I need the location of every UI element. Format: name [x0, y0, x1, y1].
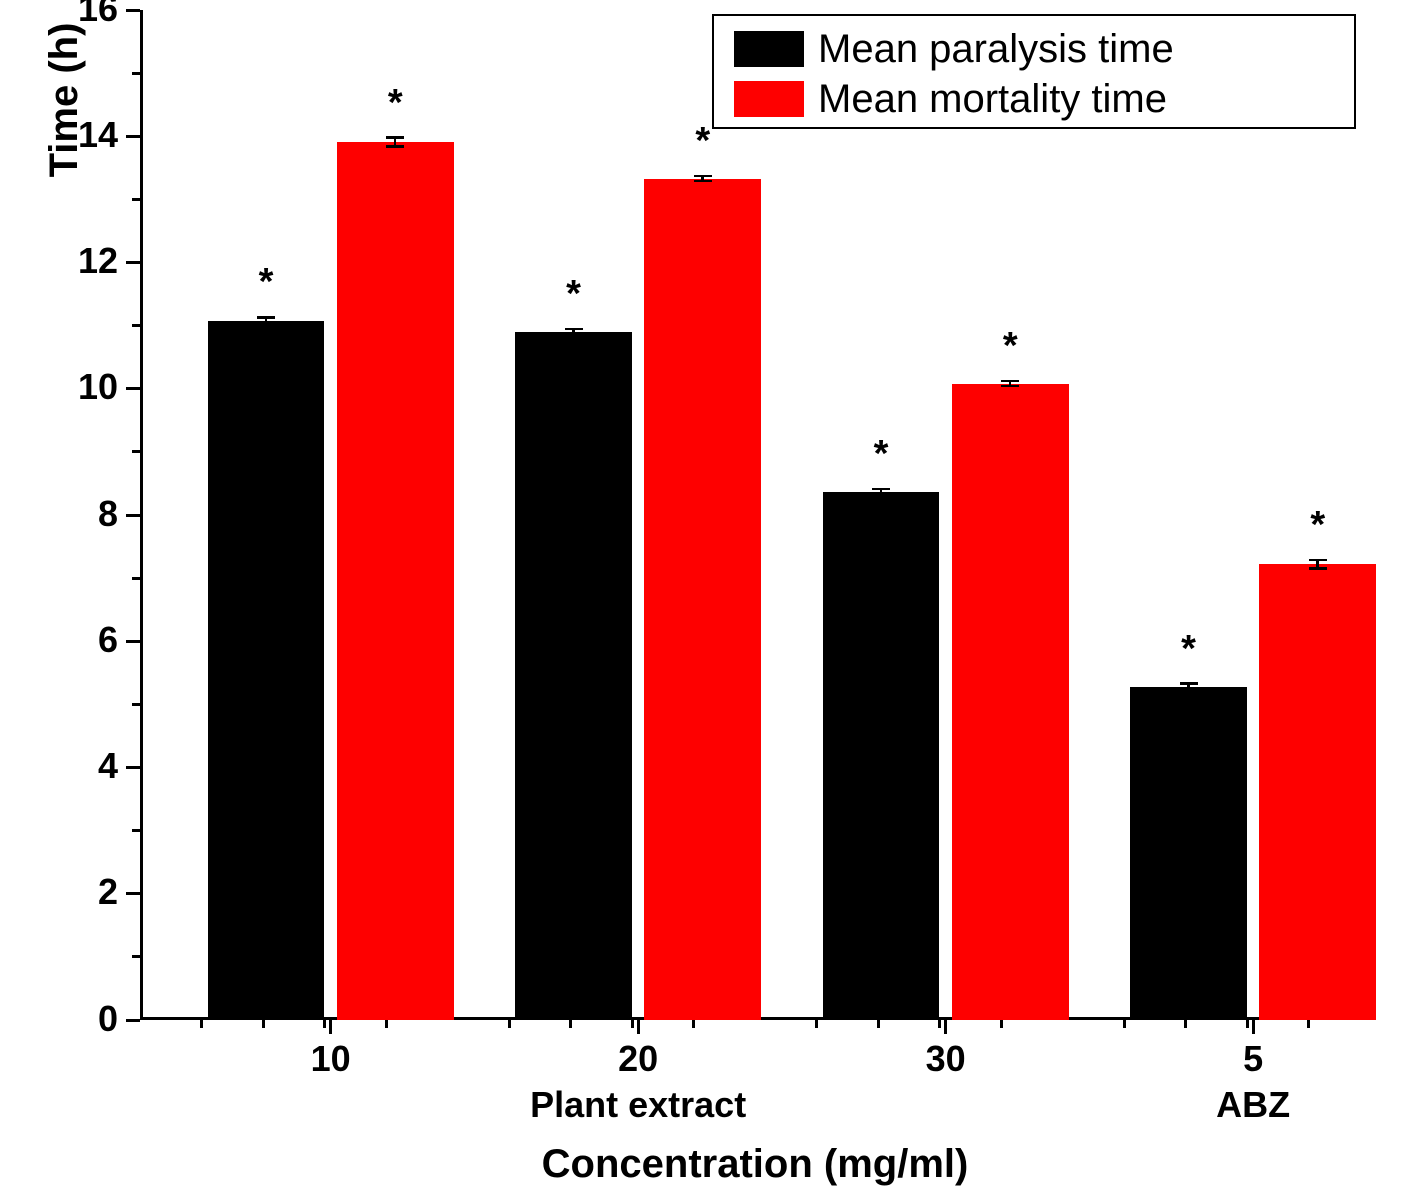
- y-tick: [132, 829, 140, 832]
- x-minor-tick: [1184, 1020, 1187, 1028]
- x-minor-tick: [938, 1020, 941, 1028]
- bar-mean-paralysis-time: [515, 332, 632, 1020]
- x-minor-tick: [631, 1020, 634, 1028]
- legend-swatch-0: [734, 31, 804, 67]
- y-tick-label: 4: [38, 745, 118, 787]
- y-tick: [126, 892, 140, 895]
- bar-mean-mortality-time: [1259, 564, 1376, 1020]
- error-cap-bot: [1001, 385, 1019, 388]
- error-cap-bot: [386, 145, 404, 148]
- significance-marker: *: [861, 433, 901, 476]
- significance-marker: *: [990, 325, 1030, 368]
- x-minor-tick: [877, 1020, 880, 1028]
- error-cap-bot: [1180, 690, 1198, 693]
- x-minor-tick: [200, 1020, 203, 1028]
- bar-mean-mortality-time: [337, 142, 454, 1020]
- x-group-label: Plant extract: [438, 1084, 838, 1126]
- y-tick-label: 12: [38, 240, 118, 282]
- legend: Mean paralysis time Mean mortality time: [712, 14, 1356, 129]
- x-minor-tick: [692, 1020, 695, 1028]
- bar-mean-paralysis-time: [823, 492, 940, 1020]
- y-tick: [126, 514, 140, 517]
- x-minor-tick: [1246, 1020, 1249, 1028]
- error-cap-top: [1001, 380, 1019, 383]
- bar-chart: Mean paralysis time Mean mortality time …: [0, 0, 1418, 1197]
- y-tick: [132, 324, 140, 327]
- x-tick: [637, 1020, 640, 1034]
- x-tick: [1252, 1020, 1255, 1034]
- y-tick: [132, 955, 140, 958]
- y-axis-line: [140, 10, 143, 1020]
- x-tick: [329, 1020, 332, 1034]
- x-minor-tick: [262, 1020, 265, 1028]
- bar-mean-mortality-time: [644, 179, 761, 1020]
- y-tick-label: 2: [38, 871, 118, 913]
- legend-swatch-1: [734, 81, 804, 117]
- error-cap-top: [565, 328, 583, 331]
- error-cap-bot: [257, 322, 275, 325]
- x-tick-label: 30: [886, 1038, 1006, 1080]
- x-tick-label: 5: [1193, 1038, 1313, 1080]
- error-cap-top: [694, 175, 712, 178]
- significance-marker: *: [554, 273, 594, 316]
- y-tick: [126, 387, 140, 390]
- error-cap-top: [1309, 559, 1327, 562]
- error-cap-bot: [872, 493, 890, 496]
- error-cap-top: [386, 136, 404, 139]
- y-tick-label: 8: [38, 493, 118, 535]
- error-cap-top: [1180, 682, 1198, 685]
- significance-marker: *: [246, 261, 286, 304]
- significance-marker: *: [1298, 504, 1338, 547]
- x-minor-tick: [569, 1020, 572, 1028]
- bar-mean-paralysis-time: [208, 321, 325, 1020]
- x-group-label: ABZ: [1053, 1084, 1418, 1126]
- legend-label-1: Mean mortality time: [818, 77, 1167, 122]
- y-tick: [126, 1019, 140, 1022]
- y-tick: [132, 703, 140, 706]
- error-cap-bot: [1309, 567, 1327, 570]
- y-tick: [132, 577, 140, 580]
- x-axis-title: Concentration (mg/ml): [140, 1142, 1370, 1187]
- y-tick-label: 6: [38, 619, 118, 661]
- x-minor-tick: [815, 1020, 818, 1028]
- x-tick-label: 20: [578, 1038, 698, 1080]
- y-tick: [126, 135, 140, 138]
- error-cap-top: [872, 488, 890, 491]
- x-minor-tick: [1307, 1020, 1310, 1028]
- y-tick-label: 14: [38, 114, 118, 156]
- y-tick: [126, 640, 140, 643]
- x-tick-label: 10: [271, 1038, 391, 1080]
- x-minor-tick: [385, 1020, 388, 1028]
- significance-marker: *: [683, 120, 723, 163]
- y-tick: [132, 72, 140, 75]
- legend-label-0: Mean paralysis time: [818, 27, 1174, 72]
- y-tick-label: 0: [38, 998, 118, 1040]
- x-minor-tick: [508, 1020, 511, 1028]
- x-minor-tick: [1123, 1020, 1126, 1028]
- error-cap-top: [257, 316, 275, 319]
- y-tick: [132, 198, 140, 201]
- significance-marker: *: [375, 82, 415, 125]
- x-minor-tick: [1000, 1020, 1003, 1028]
- y-tick-label: 10: [38, 366, 118, 408]
- bar-mean-mortality-time: [952, 384, 1069, 1020]
- significance-marker: *: [1169, 628, 1209, 671]
- y-tick: [126, 9, 140, 12]
- error-cap-bot: [565, 334, 583, 337]
- error-cap-bot: [694, 180, 712, 183]
- x-tick: [944, 1020, 947, 1034]
- y-tick: [126, 766, 140, 769]
- y-tick: [132, 450, 140, 453]
- y-tick-label: 16: [38, 0, 118, 30]
- bar-mean-paralysis-time: [1130, 687, 1247, 1020]
- x-minor-tick: [323, 1020, 326, 1028]
- y-tick: [126, 261, 140, 264]
